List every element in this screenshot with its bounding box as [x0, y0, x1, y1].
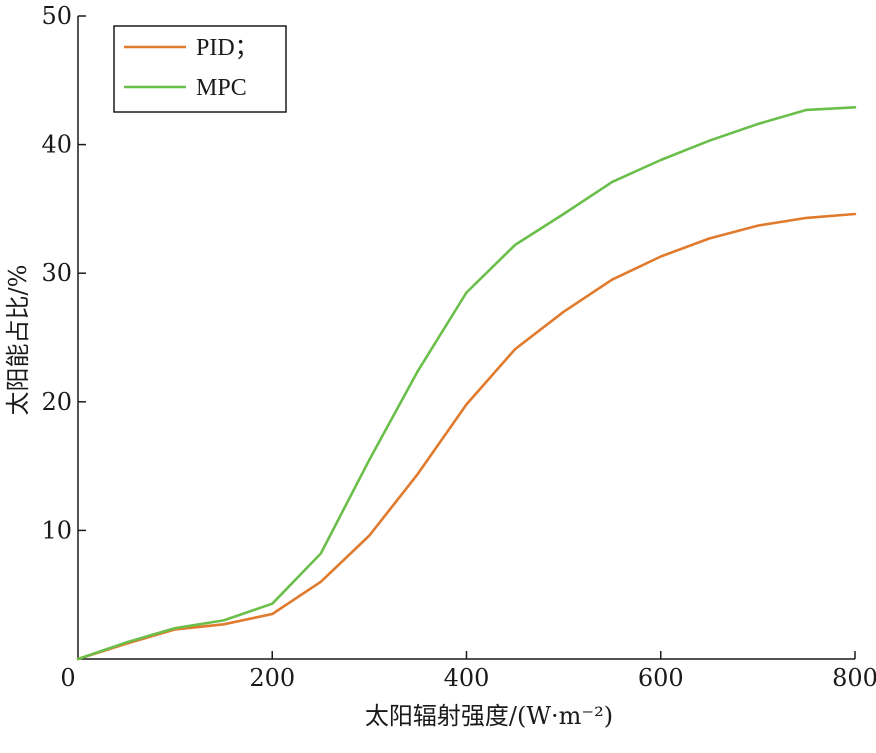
y-tick-label-20: 20: [41, 388, 72, 416]
legend: PID； MPC: [113, 25, 287, 113]
x-tick-label-400: 400: [444, 664, 490, 692]
x-tick-label-800: 800: [832, 664, 876, 692]
y-tick-label-30: 30: [41, 259, 72, 287]
x-tick-label-600: 600: [638, 664, 684, 692]
y-tick-label-50: 50: [41, 2, 72, 30]
y-tick-label-10: 10: [41, 516, 72, 544]
x-tick-label-200: 200: [249, 664, 295, 692]
series-group: [76, 106, 857, 661]
series-line-mpc: [76, 106, 857, 661]
series-line-pid: [76, 212, 857, 661]
legend-label-pid: PID；: [196, 35, 259, 61]
legend-box: [113, 25, 287, 113]
legend-label-mpc: MPC: [196, 75, 247, 101]
x-tick-label-0: 0: [60, 664, 75, 692]
x-axis-title: 太阳辐射强度/(W·m⁻²): [365, 702, 613, 730]
plot-area: 0 200 400 600 800 10 20 30 40 50: [41, 2, 876, 692]
y-axis-title: 太阳能占比/%: [4, 265, 32, 416]
ticks-group: 0 200 400 600 800 10 20 30 40 50: [41, 2, 876, 692]
y-tick-label-40: 40: [41, 131, 72, 159]
